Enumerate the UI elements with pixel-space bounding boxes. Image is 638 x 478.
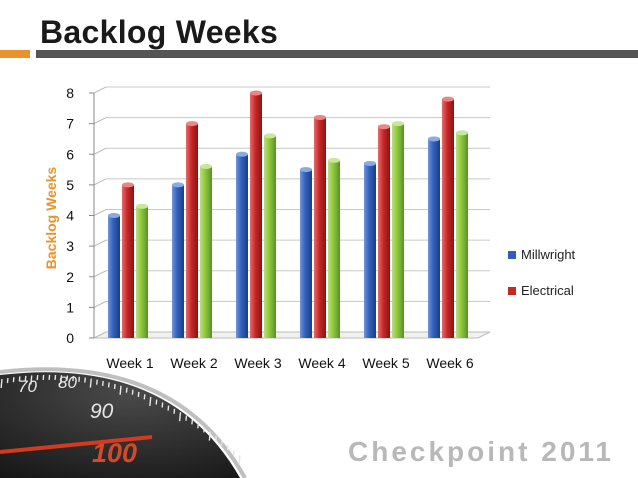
x-category-label: Week 4 [298,355,345,371]
y-axis-title: Backlog Weeks [43,167,59,270]
y-tick-label: 5 [66,177,74,193]
y-tick-label: 6 [66,146,74,162]
bar-millwright-5 [364,160,376,338]
bar-millwright-2 [172,182,184,338]
bar-electrical-3 [250,90,262,338]
bar-millwright-6 [428,136,440,338]
x-axis-categories: Week 1 Week 2 Week 3 Week 4 Week 5 Week 6 [106,355,473,371]
legend-label-electrical: Electrical [521,283,574,298]
bar-millwright-3 [236,151,248,338]
gridline-depth [93,300,107,308]
gridline-depth [93,178,107,186]
bar-third-4 [328,157,340,338]
legend-label-millwright: Millwright [521,247,576,262]
gridline-depth [93,209,107,216]
legend-swatch-electrical [508,287,516,295]
gridline-depth [93,270,107,278]
bar-third-2 [200,164,212,338]
y-tick-label: 2 [66,269,74,285]
bar-electrical-6 [442,96,454,338]
gridline-depth [93,147,107,155]
x-category-label: Week 1 [106,355,153,371]
bar-millwright-1 [108,213,120,338]
y-tick-label: 8 [66,85,74,101]
y-tick-label: 3 [66,238,74,254]
x-category-label: Week 5 [362,355,409,371]
gauge-label-70: 70 [18,377,37,396]
bar-electrical-1 [122,182,134,338]
x-category-label: Week 6 [426,355,473,371]
bar-third-3 [264,133,276,338]
bar-third-5 [392,121,404,338]
y-tick-label: 1 [66,299,74,315]
bar-millwright-4 [300,167,312,338]
slide-title: Backlog Weeks [40,14,279,50]
brand-wordmark: Checkpoint 2011 [348,436,614,467]
gauge-needle [0,435,153,454]
y-tick-label: 7 [66,116,74,132]
x-category-label: Week 2 [170,355,217,371]
gridline-depth [93,239,107,247]
gridline-depth [93,86,107,94]
bar-third-6 [456,130,468,338]
chart-legend: Millwright Electrical [508,247,576,298]
legend-swatch-millwright [508,251,516,259]
bar-electrical-5 [378,124,390,338]
x-category-label: Week 3 [234,355,281,371]
gauge-label-80: 80 [58,373,77,392]
y-tick-label: 0 [66,330,74,346]
title-accent-bar [0,50,30,58]
gridline-depth [93,117,107,125]
y-axis-ticks: 0 1 2 3 4 5 6 7 8 [66,85,94,346]
bar-third-1 [136,203,148,338]
gauge-label-90: 90 [90,400,114,423]
speedometer-gauge: 70 80 90 100 [0,367,247,478]
y-tick-label: 4 [66,208,74,224]
chart-bars [108,90,468,338]
bar-electrical-2 [186,121,198,338]
bar-electrical-4 [314,115,326,338]
title-underline-bar [36,50,638,58]
